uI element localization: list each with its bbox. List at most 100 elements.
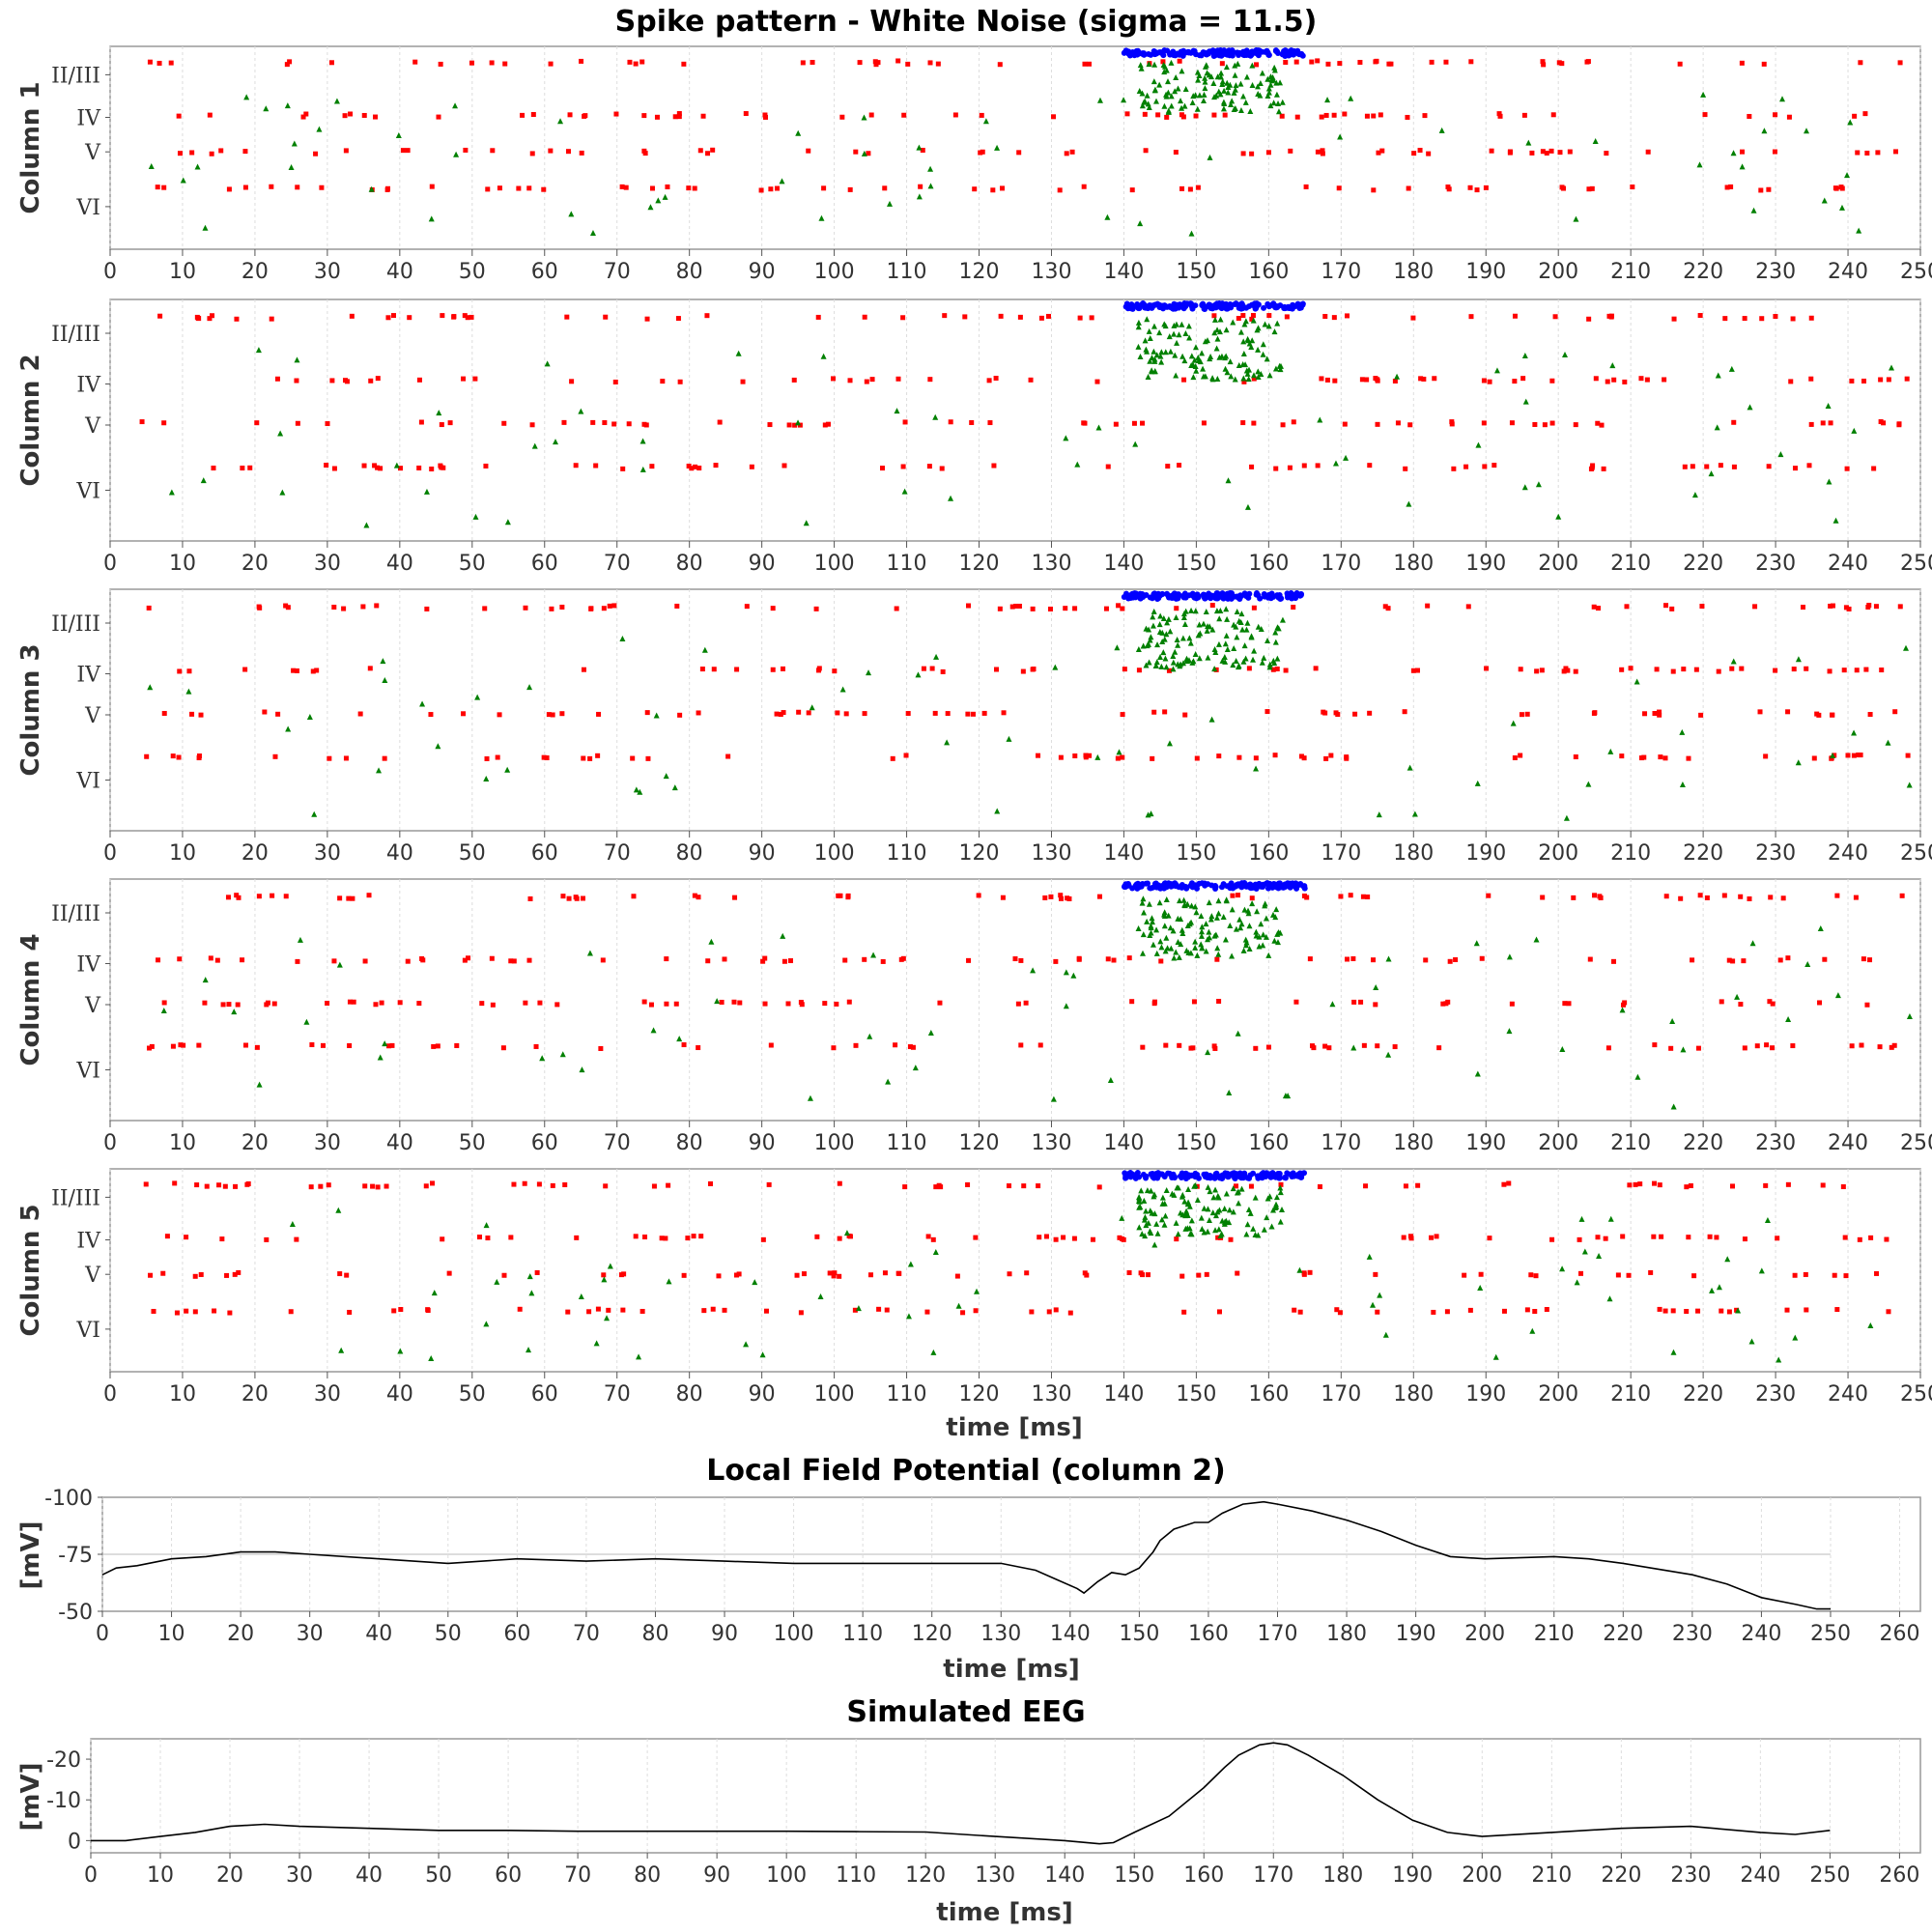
spike-red: [389, 1042, 395, 1048]
spike-red: [1063, 606, 1068, 611]
x-tick-label: 10: [169, 552, 196, 576]
spike-red: [1509, 420, 1515, 426]
spike-green: [1215, 88, 1222, 95]
spike-red: [1007, 1271, 1012, 1277]
spike-blue: [1241, 880, 1248, 887]
x-tick-label: 250: [1900, 552, 1932, 576]
spike-green: [633, 786, 639, 793]
spike-red: [1001, 710, 1007, 716]
spike-red: [1754, 1043, 1760, 1049]
x-tick-label: 200: [1538, 260, 1578, 284]
spike-red: [1532, 421, 1538, 427]
spike-blue: [1151, 590, 1157, 597]
spike-green: [1144, 92, 1151, 99]
x-tick-label: 100: [814, 1382, 855, 1406]
spike-red: [1586, 186, 1592, 192]
spike-green: [1277, 1189, 1284, 1196]
spike-blue: [1131, 590, 1138, 597]
spike-red: [1382, 604, 1388, 610]
spike-red: [1215, 1235, 1221, 1240]
spike-red: [711, 667, 717, 672]
spike-red: [631, 894, 637, 899]
spike-green: [1214, 945, 1221, 952]
spike-red: [736, 1271, 742, 1277]
spike-red: [324, 463, 329, 469]
spike-green: [1438, 127, 1445, 133]
spike-red: [1532, 1309, 1538, 1315]
x-tick-label: 0: [103, 841, 117, 866]
x-tick-label: 70: [604, 1131, 631, 1155]
spike-green: [637, 788, 643, 795]
spike-green: [1201, 91, 1208, 98]
spike-green: [1186, 635, 1193, 641]
spike-red: [580, 895, 585, 901]
spike-green: [1257, 79, 1264, 86]
spike-pattern-title: Spike pattern - White Noise (sigma = 11.…: [615, 5, 1318, 39]
spike-red: [1283, 668, 1289, 673]
spike-red: [1303, 184, 1309, 189]
spike-green: [504, 519, 511, 526]
spike-green: [1246, 946, 1253, 952]
spike-green: [1217, 316, 1224, 323]
spike-green: [1167, 924, 1174, 931]
spike-green: [894, 408, 900, 414]
spike-green: [1145, 373, 1151, 380]
spike-red: [1784, 1307, 1790, 1313]
spike-green: [1264, 355, 1270, 362]
spike-blue: [1206, 301, 1212, 308]
spike-red: [1738, 894, 1744, 899]
spike-green: [1179, 68, 1185, 74]
spike-green: [1803, 128, 1809, 134]
spike-green: [1167, 348, 1174, 355]
spike-red: [991, 463, 997, 469]
plot-area: [90, 1738, 1921, 1854]
spike-green: [1235, 1188, 1241, 1195]
spike-red: [937, 1000, 943, 1006]
spike-red: [1757, 709, 1763, 715]
spike-green: [1889, 364, 1895, 371]
spike-red: [581, 755, 586, 761]
spike-green: [1274, 624, 1281, 631]
spike-panel-column-4: 0 10 20 30 40 50 60 70 80 90 100 110 120 130 140 150 160…: [16, 878, 1932, 1155]
spike-red: [344, 1272, 350, 1278]
spike-red: [1251, 376, 1257, 382]
spike-green: [1176, 331, 1182, 338]
spike-red: [1827, 668, 1833, 674]
spike-red: [1507, 149, 1513, 155]
spike-green: [1213, 914, 1220, 921]
spike-red: [1487, 379, 1492, 384]
spike-red: [896, 1270, 902, 1276]
spike-red: [177, 956, 183, 962]
spike-red: [1313, 666, 1319, 671]
spike-red: [1421, 376, 1427, 382]
spike-green: [1157, 353, 1164, 359]
spike-red: [686, 185, 692, 191]
spike-green: [1795, 759, 1802, 766]
spike-green: [1235, 60, 1241, 67]
spike-red: [210, 313, 215, 319]
spike-red: [677, 379, 683, 384]
spike-red: [1283, 59, 1289, 65]
spike-red: [1204, 1271, 1209, 1277]
spike-blue: [1174, 591, 1180, 598]
spike-green: [1324, 97, 1331, 103]
spike-green: [288, 164, 295, 171]
spike-red: [1766, 186, 1772, 192]
x-tick-label: 240: [1828, 1131, 1868, 1155]
spike-red: [1686, 1235, 1691, 1240]
spike-red: [172, 1180, 178, 1186]
spike-green: [1248, 634, 1255, 640]
spike-red: [479, 1001, 485, 1007]
spike-red: [1367, 710, 1373, 716]
spike-red: [1309, 59, 1315, 65]
spike-red: [1177, 58, 1182, 64]
spike-red: [691, 1234, 696, 1239]
x-tick-label: 210: [1610, 260, 1651, 284]
spike-green: [377, 1054, 384, 1061]
spike-blue: [1180, 594, 1187, 601]
spike-red: [1064, 151, 1069, 156]
spike-red: [1348, 893, 1353, 898]
spike-red: [350, 895, 355, 901]
spike-green: [1209, 626, 1216, 633]
spike-red: [696, 710, 701, 716]
